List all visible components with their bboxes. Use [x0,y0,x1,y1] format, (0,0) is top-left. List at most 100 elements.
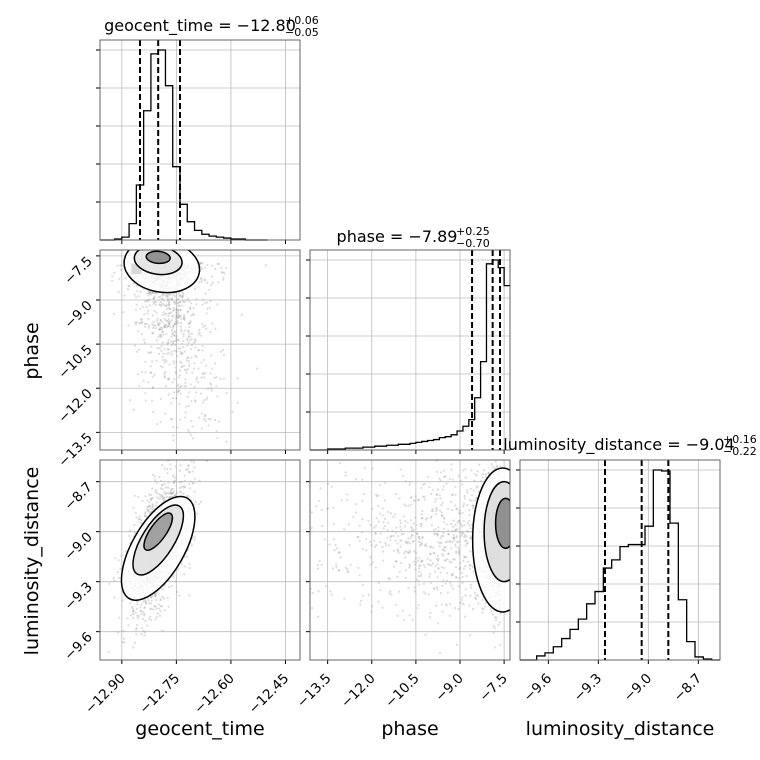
sample-point [442,517,446,520]
sample-point [443,549,447,552]
sample-point [157,352,161,356]
sample-point [435,497,438,500]
sample-point [198,328,201,332]
sample-point [459,562,462,565]
sample-point [196,376,199,379]
sample-point [181,294,185,297]
sample-point [326,482,330,485]
sample-point [138,518,141,521]
sample-point [316,567,320,570]
sample-point [147,294,150,297]
sample-point [190,302,193,305]
sample-point [394,492,397,496]
sample-point [463,523,466,527]
sample-point [113,271,116,275]
sample-point [448,478,452,481]
sample-point [172,575,175,578]
sample-point [434,500,437,503]
sample-point [349,563,352,566]
sample-point [168,363,171,366]
sample-point [158,328,162,331]
sample-point [154,300,158,304]
sample-point [365,549,368,552]
sample-point [151,375,154,378]
scatter-geocent-time-vs-luminosity-distance-panel [96,459,301,664]
sample-point [444,546,447,549]
sample-point [459,531,462,534]
sample-point [156,492,159,495]
sample-point [389,512,392,515]
sample-point [418,540,421,544]
sample-point [424,566,427,569]
title-geocent-time-minus: −0.05 [285,26,319,39]
sample-point [204,372,207,375]
sample-point [174,372,177,375]
sample-point [186,429,190,432]
sample-point [113,596,116,599]
sample-point [403,552,406,555]
sample-point [443,566,446,570]
sample-point [172,434,175,437]
sample-point [170,492,173,496]
sample-point [202,372,205,375]
sample-point [180,485,184,488]
sample-point [440,514,444,517]
sample-point [163,496,166,499]
sample-point [402,515,405,518]
sample-point [404,556,407,559]
sample-point [458,551,461,554]
sample-point [395,603,398,606]
sample-point [336,547,339,550]
sample-point [457,519,461,522]
sample-point [424,518,428,521]
sample-point [240,313,243,316]
sample-point [183,474,186,477]
sample-point [171,297,174,301]
sample-point [154,326,157,330]
sample-point [159,598,162,601]
sample-point [447,552,450,556]
sample-point [174,370,177,374]
sample-point [367,593,370,596]
sample-point [172,314,175,317]
sample-point [155,359,158,362]
sample-point [140,518,143,522]
sample-point [439,479,442,482]
sample-point [116,571,119,574]
sample-point [396,614,399,617]
sample-point [369,563,372,566]
sample-point [417,575,420,578]
sample-point [437,567,440,570]
sample-point [178,486,182,489]
sample-point [153,291,157,294]
sample-point [193,385,196,389]
sample-point [165,491,168,495]
sample-point [454,545,457,548]
sample-point [176,316,180,319]
sample-point [423,544,426,547]
hist-phase-frame [309,249,511,451]
sample-point [194,346,197,349]
sample-point [151,322,154,326]
sample-point [445,482,448,485]
sample-point [185,369,188,372]
sample-point [197,503,200,506]
sample-point [182,300,185,303]
sample-point [373,526,376,529]
sample-point [475,474,478,477]
sample-point [177,308,180,311]
sample-point [172,307,175,310]
sample-point [434,532,437,535]
sample-point [177,403,181,406]
sample-point [423,495,426,498]
sample-point [428,563,431,567]
sample-point [194,287,197,291]
sample-point [161,297,164,300]
sample-point [469,550,472,553]
sample-point [359,599,363,603]
sample-point [410,527,413,530]
sample-point [432,551,435,555]
sample-point [174,476,177,479]
sample-point [465,556,468,559]
sample-point [475,496,478,499]
